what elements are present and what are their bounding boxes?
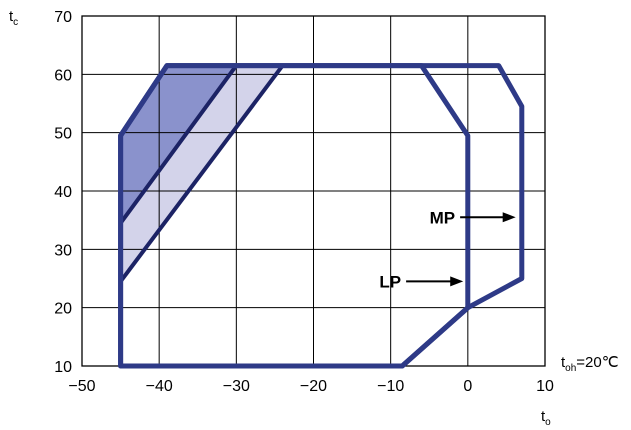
y-tick-label: 20	[54, 301, 72, 318]
annotation-arrow-head	[450, 276, 464, 287]
y-tick-label: 60	[54, 67, 72, 84]
annotation-label-mp: MP	[430, 208, 456, 227]
grid	[81, 15, 546, 367]
tick-labels: −50 −40 −30 −20 −10 0 10 10 20 30 40 50 60 70	[54, 9, 554, 395]
envelopes	[118, 63, 525, 369]
y-axis-title: tc	[9, 8, 18, 28]
boundary-line-1	[118, 63, 239, 226]
x-tick-label: 0	[463, 378, 472, 395]
annotation-label-lp: LP	[379, 272, 401, 291]
x-tick-label: −50	[68, 378, 95, 395]
boundary-line-2	[118, 63, 285, 284]
x-tick-label: 10	[536, 378, 554, 395]
y-tick-label: 40	[54, 184, 72, 201]
annotations: MP LP	[379, 208, 516, 291]
y-tick-label: 30	[54, 242, 72, 259]
x-tick-label: −30	[223, 378, 250, 395]
boundary-lines	[118, 63, 285, 284]
x-tick-label: −20	[300, 378, 327, 395]
condition-label: toh=20℃	[561, 354, 619, 374]
y-tick-label: 70	[54, 9, 72, 26]
y-tick-label: 10	[54, 359, 72, 376]
x-tick-label: −40	[146, 378, 173, 395]
envelope-lp	[118, 63, 471, 369]
annotation-arrow-head	[502, 212, 516, 223]
y-tick-label: 50	[54, 126, 72, 143]
x-axis-title: to	[541, 408, 551, 428]
x-tick-label: −10	[377, 378, 404, 395]
